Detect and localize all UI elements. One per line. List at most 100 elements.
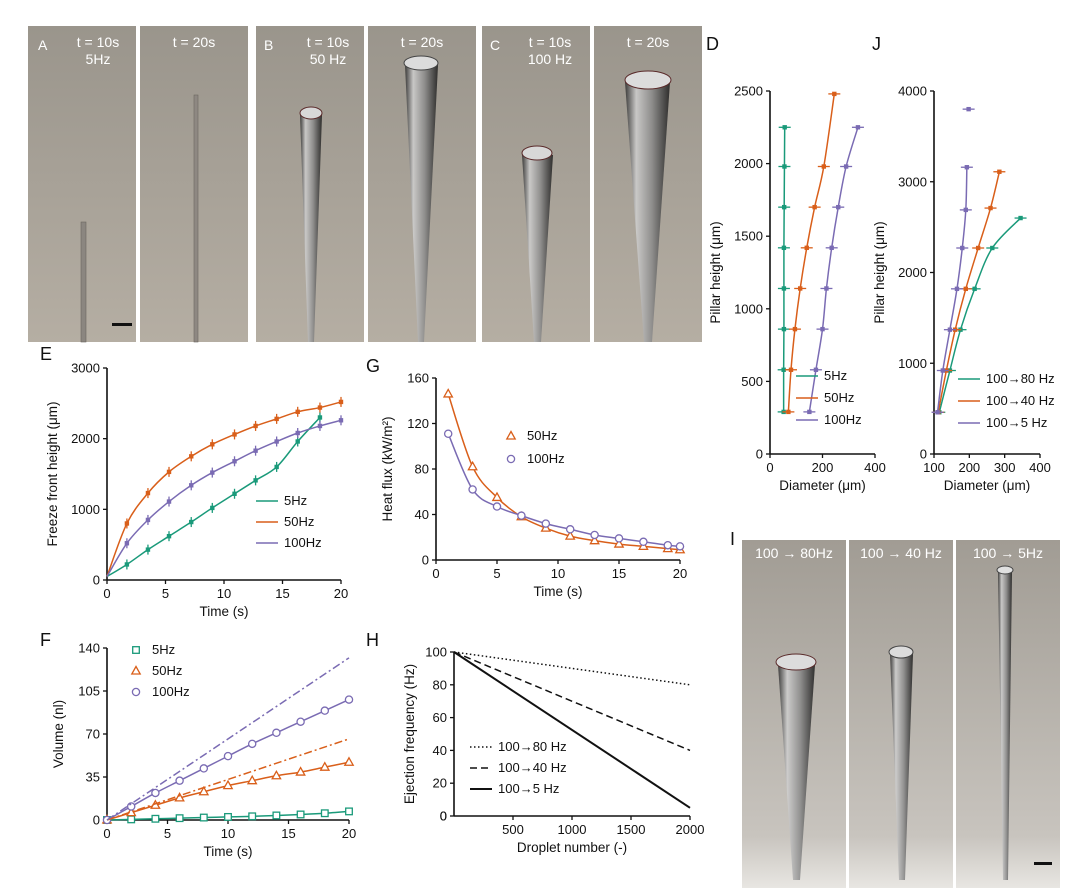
y-axis-label: Ejection frequency (Hz) (402, 664, 417, 804)
y-tick-label: 100 (425, 645, 447, 660)
data-point (296, 810, 305, 819)
y-tick-label: 3000 (71, 361, 100, 376)
y-tick-label: 1000 (71, 502, 100, 517)
data-point (198, 785, 210, 796)
x-tick-label: 200 (812, 460, 834, 475)
legend-label: 5Hz (152, 642, 175, 657)
data-point (274, 464, 279, 470)
data-point (145, 490, 151, 496)
y-tick-label: 160 (407, 371, 429, 386)
x-tick-label: 20 (334, 586, 348, 601)
data-point (807, 409, 812, 415)
y-tick-label: 40 (415, 507, 429, 522)
chart-E: E 0 5 10 15 20 0 1000 2000 3000 Time (s) Freeze fro… (40, 344, 348, 619)
legend-F: 5Hz 50Hz 100Hz (130, 642, 190, 699)
photo-panel-I: I 100 → 80Hz 100 → 40 Hz 100 → 5Hz (730, 529, 1060, 888)
x-tick-label: 0 (103, 586, 110, 601)
data-point (272, 811, 281, 820)
data-point (132, 646, 140, 654)
data-point (296, 717, 305, 726)
y-tick-label: 1000 (898, 356, 927, 371)
y-tick-label: 60 (433, 710, 447, 725)
data-point (963, 286, 968, 292)
data-point (222, 779, 234, 790)
series-line (808, 127, 859, 413)
data-point (797, 286, 803, 291)
chart-F: F 0 5 10 15 20 0 35 70 105 140 Time (s) Volume (nl) 5… (40, 630, 356, 859)
data-point (344, 695, 354, 704)
data-point (224, 812, 232, 821)
series-line (453, 651, 691, 752)
data-point (639, 537, 648, 547)
x-tick-label: 15 (281, 826, 295, 841)
legend-label: 100Hz (527, 451, 565, 466)
data-point (199, 813, 208, 822)
legend-label: 100→80 Hz (986, 371, 1055, 386)
x-tick-label: 20 (673, 566, 687, 581)
x-axis-label: Time (s) (204, 844, 253, 859)
data-point (935, 410, 940, 415)
panel-label-B: B (264, 37, 273, 53)
y-tick-label: 2000 (71, 431, 100, 446)
transition-label: 100 → 80Hz (755, 545, 833, 561)
data-point (338, 418, 344, 423)
data-point (232, 432, 237, 437)
data-point (271, 769, 282, 780)
data-point (124, 541, 130, 546)
y-tick-label: 0 (920, 447, 927, 462)
data-point (564, 530, 576, 540)
data-point (792, 326, 798, 332)
data-point (517, 511, 526, 520)
x-tick-label: 1500 (617, 822, 646, 837)
panel-label-G: G (366, 356, 380, 376)
y-tick-label: 70 (86, 727, 100, 742)
data-point (781, 367, 786, 372)
data-point (963, 207, 968, 213)
data-point (166, 469, 172, 475)
freq-label: 5Hz (86, 51, 111, 67)
data-point (151, 814, 160, 823)
x-tick-label: 200 (958, 460, 980, 475)
data-point (990, 245, 995, 251)
series-line (447, 393, 681, 551)
legend-G: 50Hz 100Hz (505, 428, 565, 466)
data-point (442, 388, 454, 398)
x-tick-label: 400 (864, 460, 886, 475)
y-tick-label: 0 (93, 573, 100, 588)
freq-label: 100 Hz (528, 51, 572, 67)
data-point (130, 665, 142, 675)
legend-E: 5Hz 50Hz 100Hz (256, 493, 322, 550)
series-line (106, 401, 342, 577)
scale-bar (1034, 862, 1052, 865)
series-line (782, 127, 786, 412)
data-point (491, 491, 503, 502)
data-point (199, 764, 209, 773)
legend-label: 100→5 Hz (986, 415, 1047, 430)
legend-label: 100Hz (152, 684, 190, 699)
y-axis-label: Pillar height (μm) (872, 221, 887, 323)
data-point (246, 774, 258, 785)
time-label: t = 10s (307, 34, 349, 50)
data-point (124, 521, 130, 526)
data-point (820, 326, 825, 332)
y-tick-label: 0 (756, 447, 763, 462)
photo-panel-C: C t = 10s 100 Hz t = 20s (482, 26, 702, 342)
x-axis-label: Diameter (μm) (779, 478, 866, 493)
data-point (319, 761, 331, 771)
data-point (782, 125, 787, 130)
chart-D: D 0 200 400 0 500 1000 1500 2000 2500 Diameter (μm… (706, 34, 886, 493)
panel-label-E: E (40, 344, 52, 364)
y-tick-label: 20 (433, 776, 447, 791)
data-point (975, 245, 981, 251)
y-tick-label: 40 (433, 743, 447, 758)
y-tick-label: 80 (415, 462, 429, 477)
series-line (938, 217, 1022, 413)
data-point (781, 326, 787, 332)
y-axis-label: Pillar height (μm) (708, 221, 723, 323)
data-point (232, 459, 237, 464)
legend-label: 50Hz (527, 428, 557, 443)
data-point (272, 728, 281, 738)
scale-bar (112, 323, 132, 326)
